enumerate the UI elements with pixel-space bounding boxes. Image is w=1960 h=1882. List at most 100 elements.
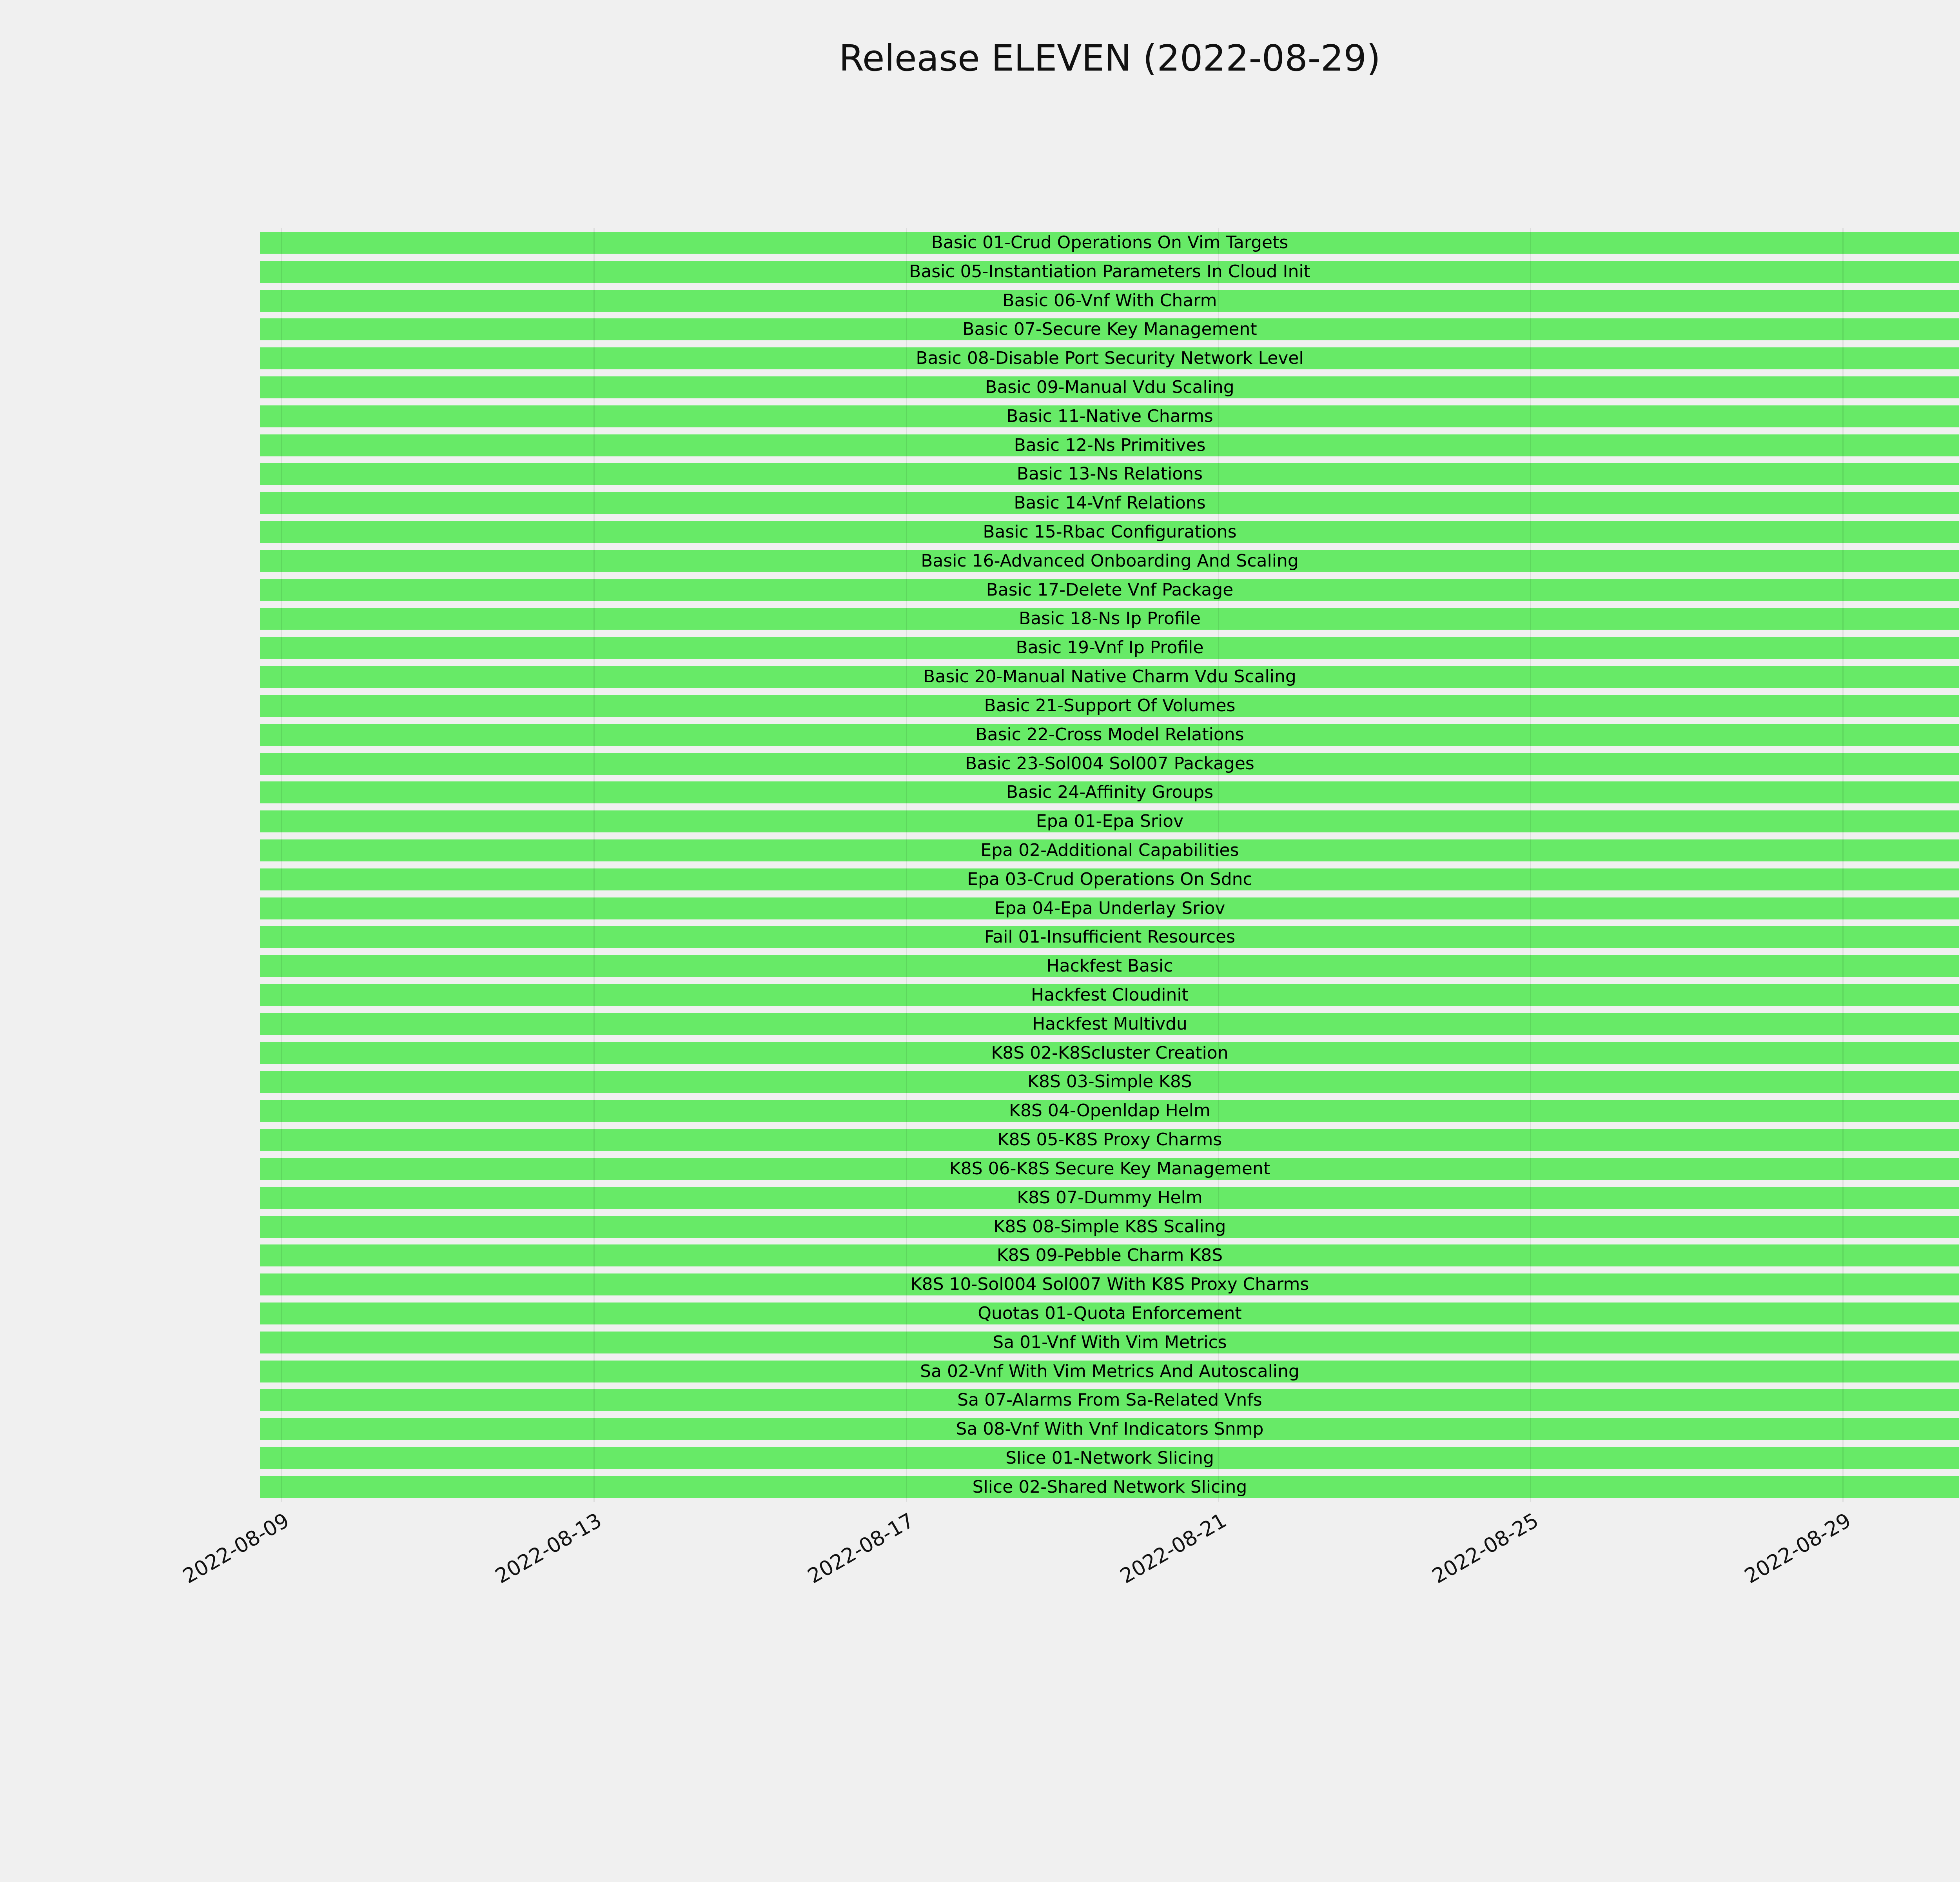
gantt-bar-label: Epa 04-Epa Underlay Sriov: [994, 898, 1225, 918]
x-tick-label: 2022-08-21: [1116, 1509, 1230, 1589]
gantt-bar-label: Slice 02-Shared Network Slicing: [972, 1477, 1247, 1497]
gantt-row: Hackfest Basic: [260, 952, 1959, 981]
gantt-row: Basic 17-Delete Vnf Package: [260, 576, 1959, 605]
plot-area: Basic 01-Crud Operations On Vim Targets B…: [260, 228, 1959, 1502]
gantt-bar-label: Basic 23-Sol004 Sol007 Packages: [965, 753, 1254, 774]
gantt-bar-label: Slice 01-Network Slicing: [1005, 1448, 1214, 1468]
gantt-bar: Basic 21-Support Of Volumes: [260, 694, 1959, 717]
gantt-bar: K8S 07-Dummy Helm: [260, 1186, 1959, 1209]
gantt-row: K8S 04-Openldap Helm: [260, 1096, 1959, 1125]
gantt-row: Basic 24-Affinity Groups: [260, 778, 1959, 807]
gantt-bar-label: K8S 07-Dummy Helm: [1017, 1187, 1203, 1208]
gantt-bar-label: K8S 10-Sol004 Sol007 With K8S Proxy Char…: [910, 1274, 1309, 1295]
gantt-bar-label: Basic 01-Crud Operations On Vim Targets: [931, 232, 1289, 253]
gantt-bar: Epa 02-Additional Capabilities: [260, 839, 1959, 861]
gantt-row: Slice 02-Shared Network Slicing: [260, 1473, 1959, 1502]
gantt-row: Basic 08-Disable Port Security Network L…: [260, 344, 1959, 373]
gantt-row: K8S 08-Simple K8S Scaling: [260, 1212, 1959, 1241]
gantt-bar-label: Sa 08-Vnf With Vnf Indicators Snmp: [956, 1419, 1264, 1439]
gantt-bar-label: Hackfest Basic: [1046, 956, 1173, 976]
gantt-row: Basic 14-Vnf Relations: [260, 489, 1959, 518]
gantt-bar: K8S 02-K8Scluster Creation: [260, 1042, 1959, 1064]
gantt-row: K8S 10-Sol004 Sol007 With K8S Proxy Char…: [260, 1270, 1959, 1299]
gantt-bar: Basic 14-Vnf Relations: [260, 492, 1959, 514]
gantt-bar-label: Basic 17-Delete Vnf Package: [986, 579, 1234, 600]
gantt-bar: Basic 13-Ns Relations: [260, 463, 1959, 485]
gantt-row: Basic 18-Ns Ip Profile: [260, 605, 1959, 634]
gantt-bar-label: Epa 01-Epa Sriov: [1036, 811, 1184, 832]
gantt-bar-label: Sa 02-Vnf With Vim Metrics And Autoscali…: [920, 1361, 1299, 1381]
gantt-bar-label: K8S 05-K8S Proxy Charms: [997, 1130, 1222, 1150]
gantt-bar: Sa 01-Vnf With Vim Metrics: [260, 1331, 1959, 1353]
gantt-bar: Basic 18-Ns Ip Profile: [260, 608, 1959, 630]
gantt-bar-label: Epa 03-Crud Operations On Sdnc: [967, 869, 1252, 889]
gantt-bar: Basic 22-Cross Model Relations: [260, 723, 1959, 746]
gantt-bar: Hackfest Basic: [260, 955, 1959, 977]
gantt-bar-label: K8S 02-K8Scluster Creation: [991, 1043, 1229, 1063]
gantt-row: Basic 05-Instantiation Parameters In Clo…: [260, 257, 1959, 286]
gantt-bar-label: Basic 13-Ns Relations: [1016, 464, 1203, 484]
gantt-bar: K8S 04-Openldap Helm: [260, 1100, 1959, 1122]
gantt-bar-label: Basic 06-Vnf With Charm: [1002, 290, 1217, 311]
gantt-bar: K8S 10-Sol004 Sol007 With K8S Proxy Char…: [260, 1273, 1959, 1296]
gantt-row: Sa 08-Vnf With Vnf Indicators Snmp: [260, 1415, 1959, 1444]
gantt-row: Basic 12-Ns Primitives: [260, 431, 1959, 460]
gantt-bar: Basic 15-Rbac Configurations: [260, 521, 1959, 543]
gantt-bar: Epa 03-Crud Operations On Sdnc: [260, 868, 1959, 890]
gantt-bar: Basic 07-Secure Key Management: [260, 318, 1959, 341]
gantt-row: Basic 20-Manual Native Charm Vdu Scaling: [260, 662, 1959, 691]
gantt-row: K8S 06-K8S Secure Key Management: [260, 1154, 1959, 1183]
gantt-row: Epa 04-Epa Underlay Sriov: [260, 894, 1959, 923]
gantt-row: Basic 19-Vnf Ip Profile: [260, 633, 1959, 662]
gantt-row: K8S 02-K8Scluster Creation: [260, 1039, 1959, 1068]
gantt-bar: Slice 01-Network Slicing: [260, 1447, 1959, 1470]
gantt-bar: Sa 02-Vnf With Vim Metrics And Autoscali…: [260, 1360, 1959, 1382]
gantt-row: Basic 06-Vnf With Charm: [260, 286, 1959, 315]
gantt-bar-label: Quotas 01-Quota Enforcement: [978, 1303, 1242, 1323]
gantt-bar: K8S 06-K8S Secure Key Management: [260, 1157, 1959, 1180]
gantt-row: Epa 01-Epa Sriov: [260, 807, 1959, 836]
gantt-row: Sa 01-Vnf With Vim Metrics: [260, 1328, 1959, 1357]
gantt-row: Basic 22-Cross Model Relations: [260, 720, 1959, 749]
gantt-bar-label: Basic 16-Advanced Onboarding And Scaling: [921, 550, 1299, 571]
gantt-row: Fail 01-Insufficient Resources: [260, 923, 1959, 952]
gantt-bar: Fail 01-Insufficient Resources: [260, 926, 1959, 948]
gantt-bar-label: Basic 14-Vnf Relations: [1014, 493, 1206, 513]
gantt-row: K8S 09-Pebble Charm K8S: [260, 1241, 1959, 1270]
gantt-bar-label: Basic 07-Secure Key Management: [962, 319, 1257, 340]
gantt-bar: Epa 04-Epa Underlay Sriov: [260, 897, 1959, 919]
gantt-bar: Sa 07-Alarms From Sa-Related Vnfs: [260, 1389, 1959, 1412]
gantt-bar: K8S 09-Pebble Charm K8S: [260, 1244, 1959, 1267]
gantt-bar-label: Basic 20-Manual Native Charm Vdu Scaling: [923, 667, 1296, 687]
x-tick-label: 2022-08-29: [1740, 1509, 1855, 1589]
gantt-bar: Basic 06-Vnf With Charm: [260, 289, 1959, 312]
gantt-bar-label: Basic 22-Cross Model Relations: [975, 724, 1244, 745]
gantt-row: Hackfest Multivdu: [260, 1010, 1959, 1039]
gantt-bar-label: Basic 21-Support Of Volumes: [984, 695, 1236, 716]
x-tick-label: 2022-08-25: [1428, 1509, 1543, 1589]
gantt-bar: Basic 12-Ns Primitives: [260, 434, 1959, 456]
gantt-bar: Basic 19-Vnf Ip Profile: [260, 637, 1959, 659]
gantt-bar: K8S 05-K8S Proxy Charms: [260, 1129, 1959, 1151]
gantt-bar: Basic 23-Sol004 Sol007 Packages: [260, 752, 1959, 775]
gantt-row: Basic 09-Manual Vdu Scaling: [260, 373, 1959, 402]
gantt-bar: Basic 09-Manual Vdu Scaling: [260, 376, 1959, 398]
gridline: [906, 228, 907, 1502]
gantt-row: K8S 07-Dummy Helm: [260, 1183, 1959, 1212]
gantt-bar: Basic 05-Instantiation Parameters In Clo…: [260, 260, 1959, 283]
gridline: [281, 228, 282, 1502]
gantt-bar: Slice 02-Shared Network Slicing: [260, 1476, 1959, 1498]
x-axis-tick-labels: 2022-08-09 2022-08-13 2022-08-17 2022-08-21…: [179, 1509, 1959, 1705]
gantt-row: Basic 13-Ns Relations: [260, 460, 1959, 489]
gantt-row: Sa 07-Alarms From Sa-Related Vnfs: [260, 1386, 1959, 1415]
gantt-bar-label: Basic 19-Vnf Ip Profile: [1016, 638, 1204, 658]
gantt-bar-label: Basic 05-Instantiation Parameters In Clo…: [909, 261, 1310, 282]
gantt-bar-label: Hackfest Multivdu: [1032, 1014, 1187, 1034]
gantt-bar: Sa 08-Vnf With Vnf Indicators Snmp: [260, 1418, 1959, 1441]
chart-title: Release ELEVEN (2022-08-29): [839, 37, 1381, 79]
gantt-bar-label: K8S 04-Openldap Helm: [1009, 1101, 1210, 1121]
x-tick-label: 2022-08-13: [491, 1509, 606, 1589]
gantt-bar: Hackfest Cloudinit: [260, 984, 1959, 1006]
gantt-bar: Basic 17-Delete Vnf Package: [260, 579, 1959, 601]
gantt-row: Basic 15-Rbac Configurations: [260, 518, 1959, 547]
